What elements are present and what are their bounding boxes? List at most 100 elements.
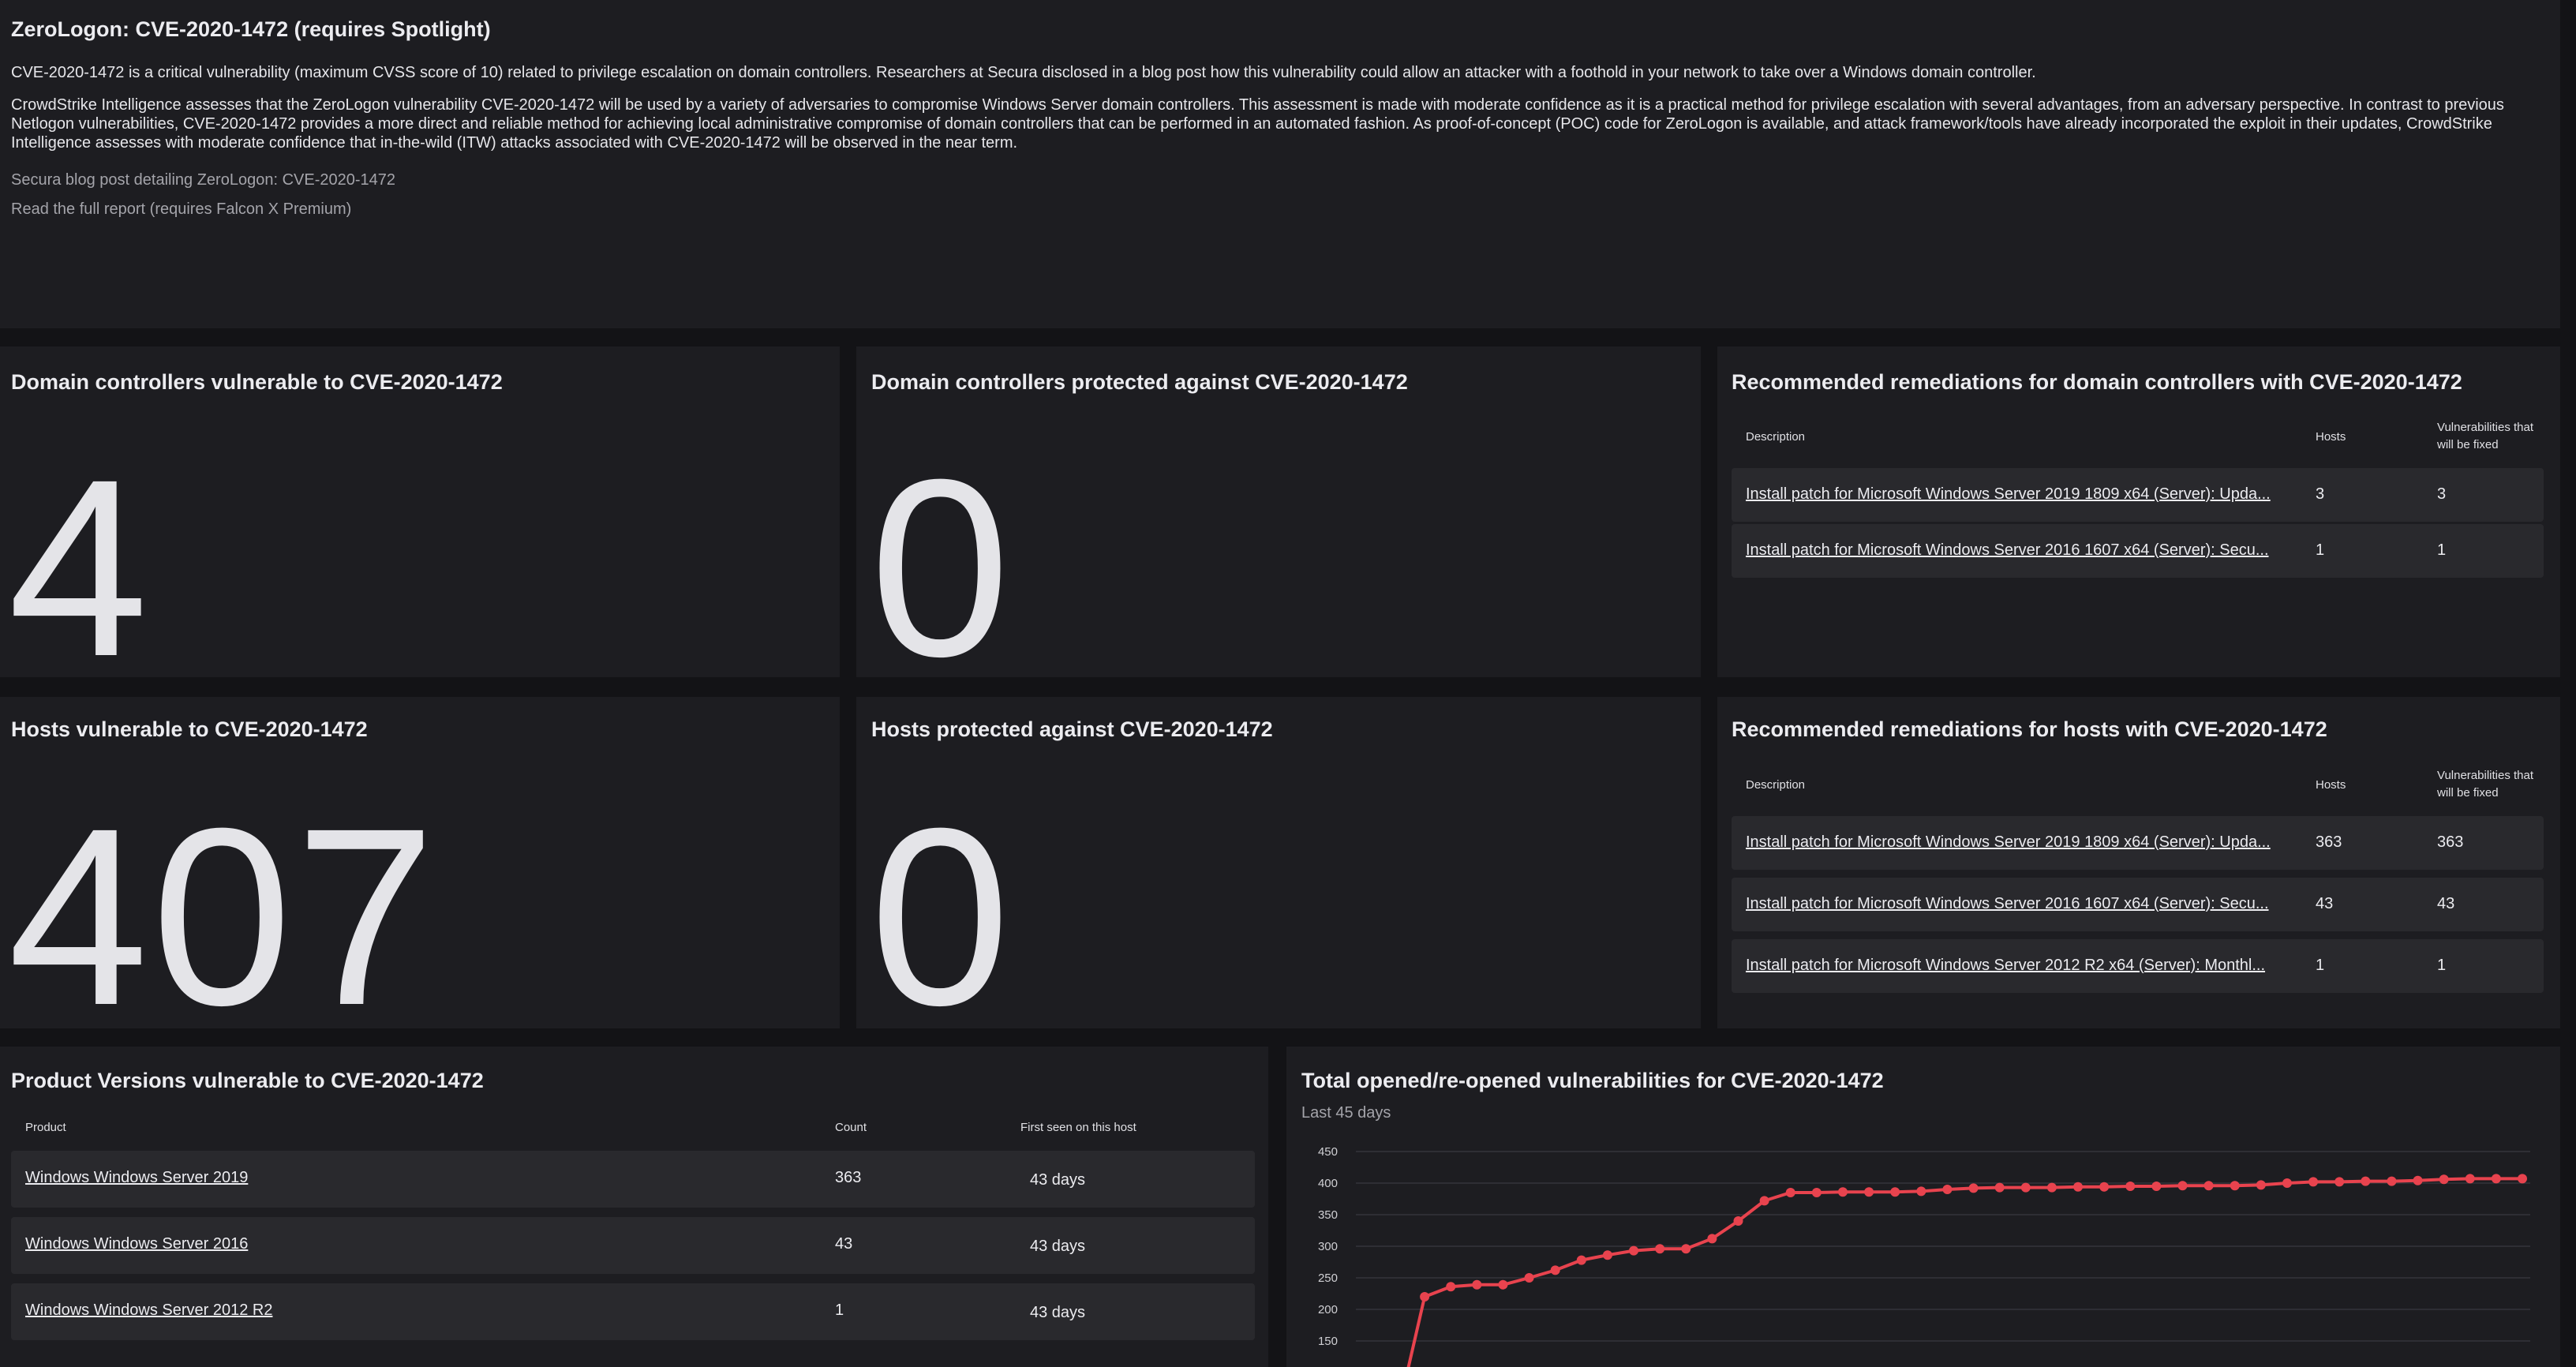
y-tick-label: 350 xyxy=(1318,1208,1338,1222)
column-header: Hosts xyxy=(2316,430,2346,444)
point xyxy=(1733,1216,1743,1226)
remediation-link[interactable]: Install patch for Microsoft Windows Serv… xyxy=(1746,895,2269,912)
point xyxy=(1629,1245,1639,1256)
table-cell: 363 xyxy=(2316,833,2342,851)
point xyxy=(2413,1175,2423,1185)
point xyxy=(1498,1279,1508,1290)
point xyxy=(2334,1177,2345,1187)
paragraph: CrowdStrike Intelligence assesses that t… xyxy=(11,96,2504,152)
point xyxy=(1785,1188,1795,1197)
product-link[interactable]: Windows Windows Server 2012 R2 xyxy=(25,1301,273,1319)
page-title: ZeroLogon: CVE-2020-1472 (requires Spotl… xyxy=(11,17,491,41)
table-cell: 43 xyxy=(835,1235,853,1253)
y-tick-label: 250 xyxy=(1318,1271,1338,1285)
table-row: Windows Windows Server 2012 R2 1 43 days xyxy=(11,1283,1255,1340)
chart: 150 200 250 300 350 400 450 xyxy=(1318,1145,2530,1367)
point xyxy=(1655,1244,1665,1254)
table-cell: 363 xyxy=(2437,833,2464,851)
table-cell: 43 days xyxy=(1030,1304,1086,1321)
table-cell: 43 days xyxy=(1030,1171,1086,1189)
line xyxy=(1406,1177,2522,1367)
table-row: Install patch for Microsoft Windows Serv… xyxy=(1732,468,2544,522)
table-cell: 43 xyxy=(2316,895,2334,912)
product-link[interactable]: Windows Windows Server 2019 xyxy=(25,1169,249,1186)
y-tick-label: 300 xyxy=(1318,1240,1338,1253)
column-header: Description xyxy=(1746,430,1806,444)
column-header: Hosts xyxy=(2316,778,2346,792)
panel-title: Recommended remediations for domain cont… xyxy=(1732,370,2462,394)
link[interactable]: Read the full report (requires Falcon X … xyxy=(11,200,352,218)
point xyxy=(1864,1187,1874,1197)
table-cell: 1 xyxy=(2437,541,2447,559)
remediation-link[interactable]: Install patch for Microsoft Windows Serv… xyxy=(1746,957,2266,974)
widget: Domain controllers protected against CVE… xyxy=(856,346,1701,694)
table-cell: 43 xyxy=(2437,895,2455,912)
table-row: Install patch for Microsoft Windows Serv… xyxy=(1732,816,2544,870)
table-row: Windows Windows Server 2019 363 43 days xyxy=(11,1151,1255,1208)
remediation-panel: Recommended remediations for domain cont… xyxy=(1717,346,2560,677)
panel-title: Recommended remediations for hosts with … xyxy=(1732,717,2327,741)
point xyxy=(2308,1177,2319,1187)
point xyxy=(1759,1196,1769,1206)
table-row: Install patch for Microsoft Windows Serv… xyxy=(1732,939,2544,993)
big-number: 4 xyxy=(8,426,152,709)
point xyxy=(1811,1188,1822,1197)
point xyxy=(2151,1182,2162,1191)
table-row: Windows Windows Server 2016 43 43 days xyxy=(11,1217,1255,1274)
table-row: Install patch for Microsoft Windows Serv… xyxy=(1732,878,2544,931)
point xyxy=(1707,1234,1717,1244)
point xyxy=(2125,1182,2136,1191)
table-row: Install patch for Microsoft Windows Serv… xyxy=(1732,524,2544,578)
point xyxy=(1994,1182,2005,1193)
y-tick-label: 450 xyxy=(1318,1145,1338,1159)
remediation-link[interactable]: Install patch for Microsoft Windows Serv… xyxy=(1746,541,2269,559)
chart-subtitle: Last 45 days xyxy=(1301,1104,1391,1122)
chart-panel: Total opened/re-opened vulnerabilities f… xyxy=(1286,1047,2560,1367)
column-header: First seen on this host xyxy=(1020,1121,1136,1134)
table-cell: 1 xyxy=(2316,957,2325,974)
remediation-link[interactable]: Install patch for Microsoft Windows Serv… xyxy=(1746,485,2271,503)
y-tick-label: 150 xyxy=(1318,1335,1338,1348)
point xyxy=(2361,1176,2371,1186)
column-header: Vulnerabilities that will be fixed xyxy=(2437,769,2534,800)
point xyxy=(1420,1292,1430,1301)
point xyxy=(1681,1244,1691,1254)
point xyxy=(2491,1174,2501,1184)
point xyxy=(2465,1174,2475,1184)
header-panel: ZeroLogon: CVE-2020-1472 (requires Spotl… xyxy=(0,0,2560,328)
point xyxy=(1916,1186,1926,1197)
point xyxy=(1968,1183,1979,1193)
remediation-link[interactable]: Install patch for Microsoft Windows Serv… xyxy=(1746,833,2271,851)
table-cell: 363 xyxy=(835,1169,862,1186)
point xyxy=(2020,1182,2031,1193)
point xyxy=(2439,1174,2449,1185)
chart-title: Total opened/re-opened vulnerabilities f… xyxy=(1301,1069,1884,1092)
widget-title: Hosts protected against CVE-2020-1472 xyxy=(871,717,1273,741)
column-header: Product xyxy=(25,1121,66,1134)
widget-title: Hosts vulnerable to CVE-2020-1472 xyxy=(11,717,368,741)
point xyxy=(1524,1273,1534,1283)
y-tick-label: 200 xyxy=(1318,1303,1338,1316)
point xyxy=(1576,1255,1586,1265)
point xyxy=(1446,1282,1456,1292)
point xyxy=(1472,1279,1482,1290)
table-cell: 1 xyxy=(2316,541,2325,559)
big-number: 0 xyxy=(870,426,1013,709)
point xyxy=(2282,1178,2292,1188)
product-link[interactable]: Windows Windows Server 2016 xyxy=(25,1235,249,1253)
y-tick-label: 400 xyxy=(1318,1177,1338,1190)
link[interactable]: Secura blog post detailing ZeroLogon: CV… xyxy=(11,171,395,189)
point xyxy=(2203,1181,2214,1191)
point xyxy=(2387,1176,2397,1186)
column-header: Count xyxy=(835,1121,867,1134)
point xyxy=(2230,1181,2240,1191)
widget: Hosts vulnerable to CVE-2020-1472 407 xyxy=(0,697,840,1043)
big-number: 407 xyxy=(8,775,439,1058)
column-header: Description xyxy=(1746,778,1806,792)
panel-title: Product Versions vulnerable to CVE-2020-… xyxy=(11,1069,484,1092)
point xyxy=(2518,1174,2527,1184)
remediation-panel: Recommended remediations for hosts with … xyxy=(1717,697,2560,1028)
point xyxy=(1550,1265,1560,1275)
widget-title: Domain controllers vulnerable to CVE-202… xyxy=(11,370,503,394)
